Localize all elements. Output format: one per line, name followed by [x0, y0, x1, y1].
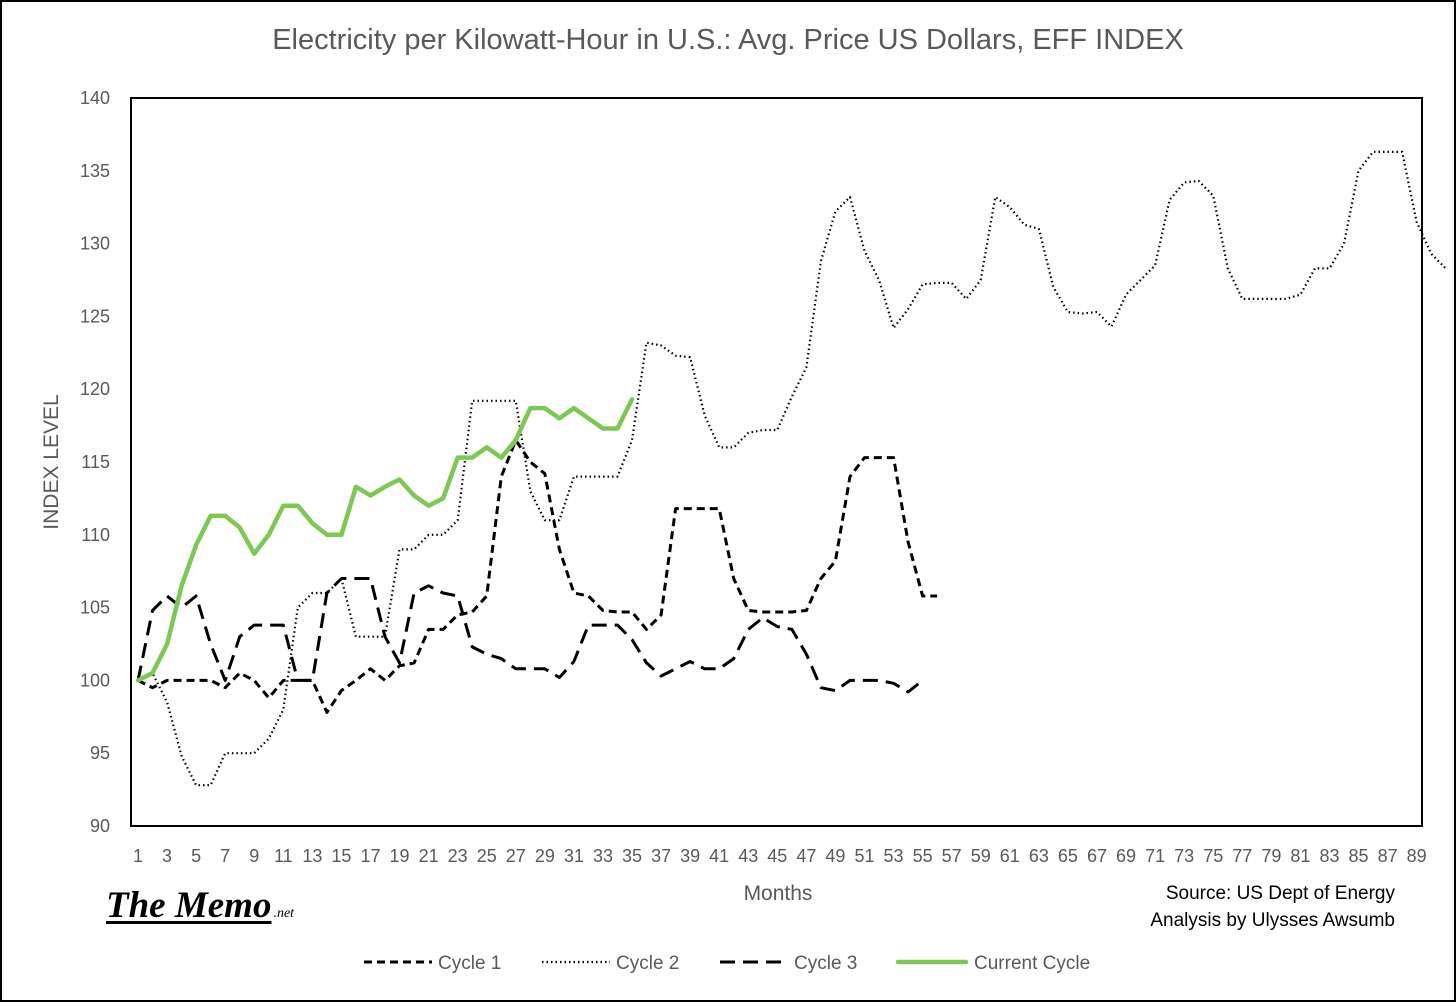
y-tick-label: 125 [80, 306, 110, 326]
y-tick-label: 130 [80, 234, 110, 254]
x-tick-label: 59 [971, 846, 991, 866]
x-tick-label: 53 [884, 846, 904, 866]
x-tick-label: 67 [1087, 846, 1107, 866]
x-tick-label: 55 [913, 846, 933, 866]
y-tick-label: 140 [80, 88, 110, 108]
x-tick-label: 23 [448, 846, 468, 866]
y-tick-label: 90 [90, 816, 110, 836]
y-tick-label: 100 [80, 670, 110, 690]
x-tick-label: 73 [1174, 846, 1194, 866]
source-line-2: Analysis by Ulysses Awsumb [1150, 910, 1395, 931]
x-tick-label: 19 [390, 846, 410, 866]
x-tick-label: 39 [680, 846, 700, 866]
legend: Cycle 1 Cycle 2 Cycle 3 Current Cycle [364, 953, 1090, 974]
x-tick-label: 37 [651, 846, 671, 866]
x-tick-label: 81 [1290, 846, 1310, 866]
series-line-cycle-3 [136, 577, 924, 694]
x-tick-label: 31 [564, 846, 584, 866]
x-tick-label: 87 [1378, 846, 1398, 866]
x-tick-label: 63 [1029, 846, 1049, 866]
plot-area [130, 97, 1423, 827]
x-tick-label: 75 [1203, 846, 1223, 866]
x-tick-label: 29 [535, 846, 555, 866]
legend-label: Cycle 2 [616, 953, 679, 974]
x-tick-label: 33 [593, 846, 613, 866]
chart-title: Electricity per Kilowatt-Hour in U.S.: A… [272, 24, 1184, 56]
series-line-cycle-2 [137, 150, 1447, 787]
series-line-cycle-1 [137, 438, 938, 714]
brand-logo-suffix: .net [273, 906, 295, 921]
x-tick-label: 51 [854, 846, 874, 866]
y-axis-ticks: 90 95 100 105 110 115 120 125 130 135 140 [80, 88, 110, 836]
x-tick-label: 13 [302, 846, 322, 866]
x-tick-label: 9 [249, 846, 259, 866]
legend-label: Cycle 3 [794, 953, 857, 974]
brand-logo-text: The Memo [106, 885, 272, 926]
x-tick-label: 5 [191, 846, 201, 866]
x-tick-label: 71 [1145, 846, 1165, 866]
y-tick-label: 120 [80, 379, 110, 399]
x-tick-label: 65 [1058, 846, 1078, 866]
y-tick-label: 110 [81, 525, 110, 545]
y-tick-label: 105 [80, 598, 110, 618]
x-tick-label: 83 [1319, 846, 1339, 866]
x-tick-label: 69 [1116, 846, 1136, 866]
x-tick-label: 27 [506, 846, 526, 866]
y-tick-label: 135 [80, 161, 110, 181]
y-tick-label: 115 [81, 452, 110, 472]
y-tick-label: 95 [90, 743, 110, 763]
x-tick-label: 85 [1349, 846, 1369, 866]
x-axis-ticks: 1 3 5 7 9 11 13 15 17 19 21 23 25 27 29 31 33 35 37 39 41 43 4… [133, 846, 1427, 866]
x-tick-label: 77 [1232, 846, 1252, 866]
brand-logo: The Memo .net [106, 884, 294, 927]
series-line-current-cycle [135, 397, 635, 683]
x-tick-label: 25 [477, 846, 497, 866]
x-tick-label: 7 [220, 846, 230, 866]
x-tick-label: 89 [1407, 846, 1427, 866]
x-tick-label: 15 [331, 846, 351, 866]
y-axis-title: INDEX LEVEL [40, 394, 63, 529]
x-tick-label: 1 [133, 846, 143, 866]
x-tick-label: 47 [796, 846, 816, 866]
x-tick-label: 45 [767, 846, 787, 866]
x-tick-label: 21 [419, 846, 439, 866]
source-note: Source: US Dept of Energy Analysis by Ul… [1150, 880, 1395, 934]
legend-label: Current Cycle [974, 953, 1090, 974]
x-axis-title: Months [744, 882, 813, 905]
x-tick-label: 61 [1000, 846, 1020, 866]
x-tick-label: 79 [1261, 846, 1281, 866]
x-tick-label: 17 [360, 846, 380, 866]
x-tick-label: 41 [709, 846, 729, 866]
source-line-1: Source: US Dept of Energy [1165, 883, 1395, 904]
x-tick-label: 57 [942, 846, 962, 866]
x-tick-label: 35 [622, 846, 642, 866]
legend-label: Cycle 1 [438, 953, 501, 974]
series-group [135, 150, 1447, 787]
x-tick-label: 3 [162, 846, 172, 866]
x-tick-label: 49 [825, 846, 845, 866]
x-tick-label: 11 [274, 846, 293, 866]
x-tick-label: 43 [738, 846, 758, 866]
